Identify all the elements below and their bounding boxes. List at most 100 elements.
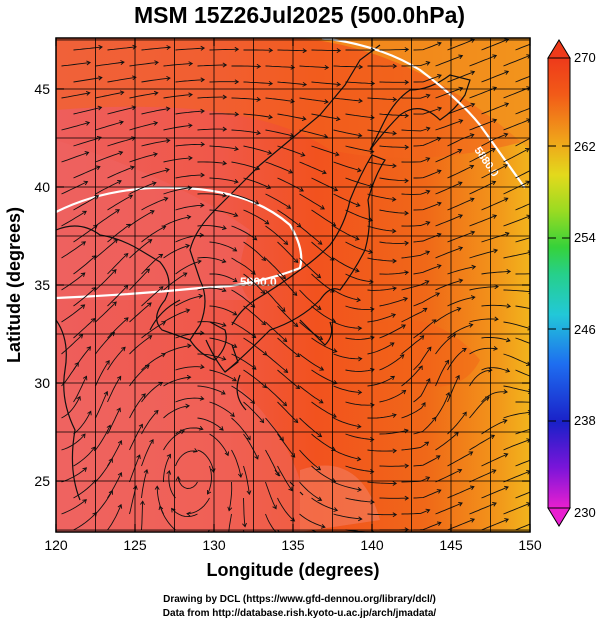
streamline <box>435 359 450 387</box>
streamline <box>175 202 205 211</box>
streamline <box>277 48 308 54</box>
streamline <box>61 151 90 163</box>
streamline <box>379 79 410 85</box>
streamline <box>95 269 117 291</box>
streamline <box>401 441 430 451</box>
x-tick-label: 130 <box>202 537 226 553</box>
streamline <box>481 389 508 403</box>
contour-5900 <box>56 186 303 300</box>
streamline <box>481 303 512 309</box>
streamline <box>231 193 260 205</box>
streamline <box>401 307 428 323</box>
streamline <box>481 336 511 343</box>
streamline <box>265 129 295 138</box>
streamline <box>141 286 164 307</box>
streamline <box>413 74 442 83</box>
streamline <box>209 433 230 457</box>
streamline <box>435 278 464 291</box>
streamline <box>503 147 530 163</box>
streamline <box>141 468 149 499</box>
streamline <box>481 419 508 435</box>
streamline <box>129 423 143 451</box>
streamline <box>469 180 497 195</box>
streamline <box>141 196 169 211</box>
streamline <box>243 80 274 86</box>
streamline <box>447 164 475 179</box>
streamline <box>503 438 530 451</box>
streamline <box>265 257 286 280</box>
streamline <box>61 241 86 259</box>
streamline <box>107 75 137 83</box>
streamline <box>163 374 192 387</box>
streamline <box>345 273 374 285</box>
streamline <box>175 448 198 467</box>
streamline <box>175 108 205 115</box>
streamline <box>141 167 170 179</box>
streamline <box>175 45 206 51</box>
streamline <box>413 264 442 275</box>
streamline <box>95 209 120 227</box>
streamline <box>231 97 262 102</box>
streamline <box>265 321 288 343</box>
streamline <box>299 193 325 210</box>
streamline <box>197 287 227 293</box>
streamline <box>401 189 431 195</box>
x-tick-label: 140 <box>360 537 384 553</box>
streamline <box>163 403 190 419</box>
streamline <box>231 321 257 339</box>
streamline <box>311 48 342 53</box>
streamline <box>265 417 284 442</box>
colorbar-label: 262 <box>574 139 596 154</box>
streamline <box>265 353 289 373</box>
x-tick-labels: 120 125 130 135 140 145 150 <box>44 537 542 553</box>
streamline <box>277 497 296 522</box>
streamline <box>481 518 510 531</box>
streamline <box>107 346 126 371</box>
streamline <box>163 308 191 323</box>
streamline <box>379 495 410 501</box>
streamline <box>277 113 307 122</box>
streamline <box>413 169 442 179</box>
streamline <box>243 145 273 155</box>
streamline <box>107 284 129 307</box>
y-tick-label: 40 <box>34 179 50 195</box>
streamline <box>447 485 475 499</box>
streamline <box>141 106 171 115</box>
streamline <box>299 385 324 404</box>
streamline <box>163 243 191 259</box>
streamline <box>515 337 530 344</box>
streamline <box>333 193 361 207</box>
streamline <box>95 457 113 483</box>
streamline <box>469 345 499 355</box>
streamline <box>231 129 261 136</box>
streamline <box>61 210 87 227</box>
streamline <box>379 296 409 307</box>
streamline <box>333 225 360 241</box>
streamline <box>413 489 442 499</box>
streamline <box>311 145 340 157</box>
streamline <box>73 105 103 115</box>
streamline <box>515 459 530 467</box>
streamline <box>333 289 362 303</box>
streamline <box>61 180 89 195</box>
streamline <box>61 60 91 67</box>
streamline <box>379 354 405 371</box>
streamline <box>435 246 464 259</box>
streamline <box>447 518 476 531</box>
streamline <box>333 385 363 395</box>
streamline <box>175 232 205 243</box>
streamline <box>435 468 463 483</box>
streamline <box>413 416 437 435</box>
streamline <box>277 177 304 192</box>
streamline <box>265 64 296 70</box>
streamline <box>265 385 288 407</box>
streamline <box>277 369 301 390</box>
streamline <box>95 424 112 451</box>
streamline <box>435 391 451 419</box>
streamline <box>129 364 150 387</box>
streamline <box>515 75 530 83</box>
streamline <box>242 497 247 528</box>
streamline <box>503 214 530 227</box>
streamline <box>277 337 301 358</box>
streamline <box>447 347 467 371</box>
